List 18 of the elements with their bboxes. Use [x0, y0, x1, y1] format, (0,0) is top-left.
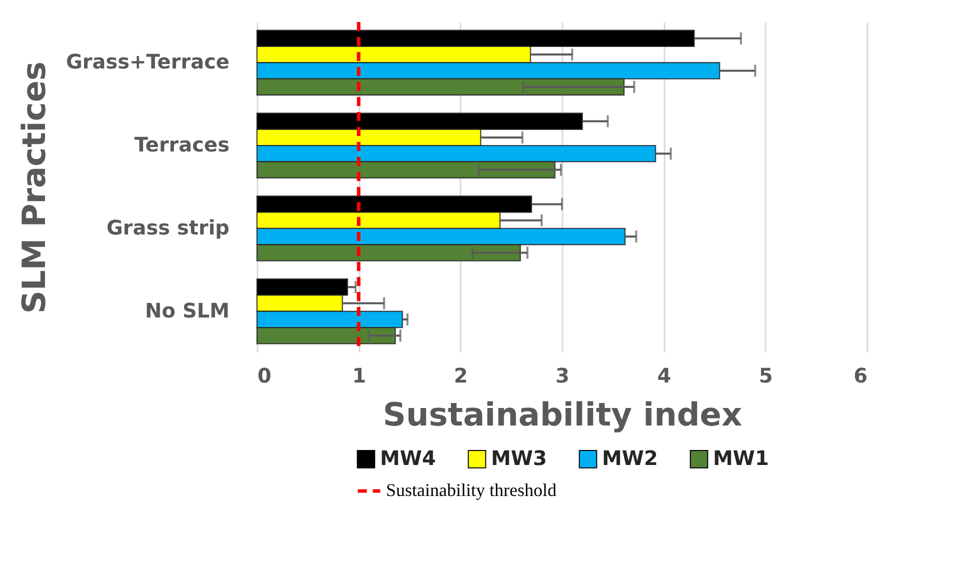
y-axis-title: SLM Practices	[14, 61, 53, 314]
y-tick-label: Terraces	[134, 132, 230, 157]
y-tick-label: No SLM	[145, 298, 230, 322]
legend-label: MW1	[713, 446, 769, 470]
y-tick-label: Grass strip	[106, 215, 230, 240]
x-tick-label: 1	[352, 364, 366, 388]
x-tick-label: 4	[657, 364, 672, 388]
legend-label: MW4	[380, 446, 436, 470]
legend-label: MW2	[602, 446, 658, 470]
legend-label: Sustainability threshold	[386, 480, 556, 500]
x-tick-label: 6	[854, 364, 868, 388]
x-tick-label: 0	[258, 364, 272, 388]
x-tick-label: 3	[556, 364, 570, 388]
legend-label: MW3	[491, 446, 547, 470]
x-tick-label: 2	[454, 364, 468, 388]
y-tick-label: Grass+Terrace	[66, 50, 230, 74]
x-tick-label: 5	[758, 364, 773, 388]
x-axis-title: Sustainability index	[382, 396, 742, 434]
